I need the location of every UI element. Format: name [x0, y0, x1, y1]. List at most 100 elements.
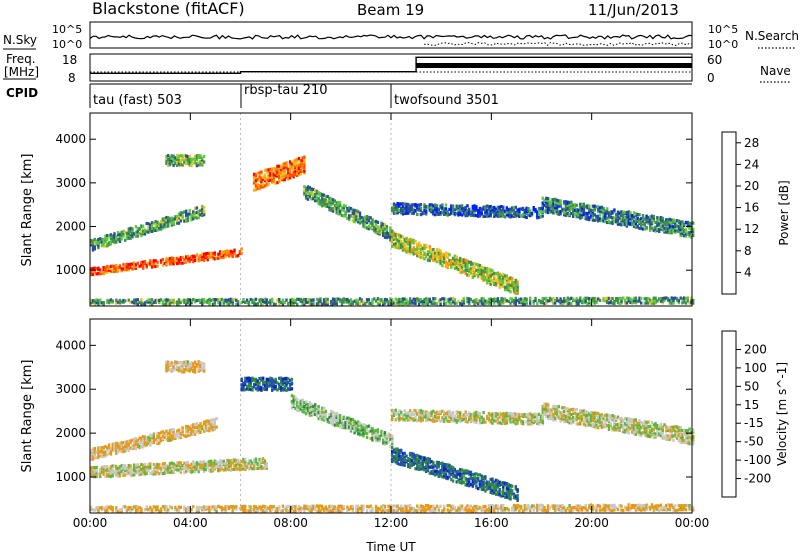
echo-cell [303, 297, 306, 302]
echo-cell [95, 267, 98, 271]
echo-cell [645, 297, 648, 301]
echo-cell [435, 204, 439, 208]
echo-cell [201, 298, 204, 302]
echo-cell [511, 418, 514, 422]
echo-cell [292, 401, 295, 405]
echo-cell [385, 231, 388, 235]
echo-cell [125, 231, 129, 235]
echo-cell [480, 474, 483, 478]
echo-cell [364, 424, 367, 428]
echo-cell [416, 247, 419, 251]
echo-cell [505, 421, 509, 425]
echo-cell [172, 257, 175, 261]
echo-cell [115, 472, 118, 476]
echo-cell [199, 424, 202, 429]
echo-cell [165, 300, 168, 304]
echo-cell [185, 298, 188, 302]
echo-cell [503, 209, 507, 213]
echo-cell [509, 489, 512, 493]
echo-cell [161, 430, 165, 434]
echo-cell [118, 236, 122, 240]
echo-cell [170, 461, 173, 465]
echo-cell [185, 362, 188, 366]
echo-cell [391, 229, 394, 233]
echo-cell [464, 260, 467, 264]
echo-cell [516, 493, 519, 498]
echo-cell [90, 449, 93, 453]
echo-cell [296, 157, 299, 162]
echo-cell [435, 462, 439, 467]
echo-cell [439, 419, 442, 423]
echo-cell [595, 216, 598, 220]
echo-cell [129, 473, 132, 477]
echo-cell [115, 441, 118, 445]
echo-cell [278, 179, 281, 184]
echo-cell [579, 202, 582, 206]
echo-cell [333, 207, 337, 211]
echo-cell [460, 481, 464, 485]
echo-cell [233, 458, 236, 462]
echo-cell [514, 286, 517, 290]
echo-cell [552, 204, 555, 208]
echo-cell [190, 218, 193, 222]
echo-cell [389, 433, 392, 437]
echo-cell [213, 461, 216, 465]
echo-cell [131, 232, 134, 236]
echo-cell [518, 212, 521, 216]
echo-cell [149, 433, 152, 437]
echo-cell [210, 251, 213, 255]
echo-cell [466, 413, 469, 417]
echo-cell [149, 259, 152, 263]
echo-cell [451, 410, 455, 414]
echo-cell [507, 277, 510, 281]
echo-cell [285, 380, 288, 384]
echo-cell [391, 434, 394, 438]
echo-cell [435, 253, 439, 257]
echo-cell [475, 262, 478, 267]
echo-cell [217, 301, 220, 305]
echo-cell [554, 207, 557, 212]
echo-cell [337, 202, 340, 207]
echo-cell [611, 301, 614, 305]
echo-cell [489, 278, 492, 282]
echo-cell [136, 444, 139, 449]
echo-cell [434, 464, 437, 468]
echo-cell [444, 208, 448, 213]
echo-cell [477, 473, 480, 477]
echo-cell [145, 230, 148, 234]
echo-cell [688, 233, 691, 237]
echo-cell [290, 300, 294, 304]
echo-cell [134, 301, 138, 305]
echo-cell [383, 300, 387, 304]
echo-cell [493, 209, 496, 213]
echo-cell [107, 443, 111, 447]
echo-cell [193, 158, 197, 162]
echo-cell [496, 492, 500, 497]
echo-cell [482, 274, 485, 278]
echo-cell [188, 256, 191, 260]
echo-cell [419, 415, 423, 419]
echo-cell [134, 265, 138, 269]
echo-cell [480, 483, 483, 487]
echo-cell [174, 467, 177, 471]
echo-cell [394, 302, 397, 306]
echo-cell [401, 204, 405, 208]
echo-cell [477, 487, 480, 491]
echo-cell [450, 411, 453, 416]
echo-cell [511, 489, 514, 493]
echo-cell [95, 474, 98, 478]
echo-cell [391, 298, 394, 302]
echo-cell [509, 286, 512, 290]
echo-cell [247, 300, 251, 305]
echo-cell [358, 429, 362, 433]
echo-cell [210, 420, 213, 424]
echo-cell [444, 476, 448, 480]
echo-cell [127, 441, 130, 445]
echo-cell [281, 379, 285, 383]
echo-cell [448, 470, 451, 474]
echo-cell [358, 215, 362, 219]
echo-cell [301, 404, 304, 408]
echo-cell [204, 468, 208, 472]
echo-cell [228, 302, 231, 306]
echo-cell [580, 213, 584, 217]
